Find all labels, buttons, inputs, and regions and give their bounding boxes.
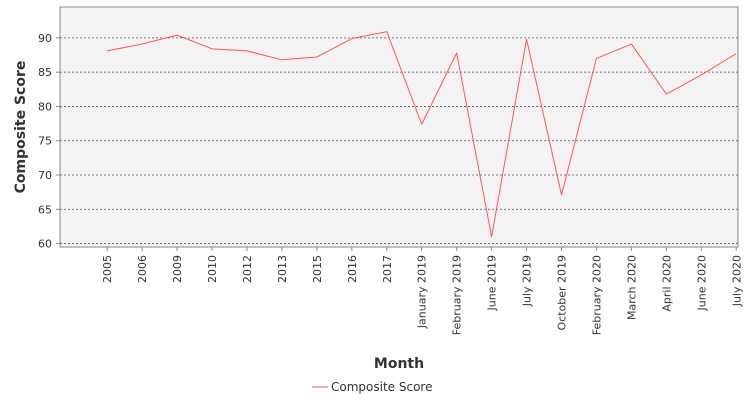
data-point xyxy=(629,42,633,46)
data-point xyxy=(280,58,284,62)
x-tick-label: February 2019 xyxy=(451,255,464,335)
data-point xyxy=(455,51,459,55)
data-point xyxy=(734,52,738,56)
data-point xyxy=(699,73,703,77)
data-point xyxy=(525,37,529,41)
data-point xyxy=(560,193,564,197)
legend-label-composite-score: Composite Score xyxy=(331,380,432,394)
data-point xyxy=(140,42,144,46)
data-point xyxy=(594,56,598,60)
x-axis: 2005 2006 2009 2010 2012 2013 2015 2016 2017 Janu… xyxy=(101,247,743,335)
x-tick-label: July 2020 xyxy=(730,255,743,307)
x-tick-label: 2016 xyxy=(346,255,359,283)
data-point xyxy=(664,92,668,96)
legend: Composite Score xyxy=(312,380,432,394)
data-point xyxy=(105,49,109,53)
x-tick-label: 2017 xyxy=(381,255,394,283)
x-tick-label: January 2019 xyxy=(416,255,429,329)
x-tick-label: 2005 xyxy=(101,255,114,283)
x-tick-label: March 2020 xyxy=(625,255,638,320)
x-tick-label: June 2020 xyxy=(695,255,708,311)
y-tick-label-85: 85 xyxy=(38,66,52,79)
data-point xyxy=(245,49,249,53)
x-tick-label: June 2019 xyxy=(486,255,499,311)
x-tick-label: April 2020 xyxy=(660,255,673,312)
x-tick-label: 2015 xyxy=(311,255,324,283)
data-point xyxy=(210,47,214,51)
x-tick-label: 2012 xyxy=(241,255,254,283)
x-tick-label: 2013 xyxy=(276,255,289,283)
x-tick-label: July 2019 xyxy=(521,255,534,307)
series-line-composite-score xyxy=(107,31,737,238)
y-tick-label-90: 90 xyxy=(38,32,52,45)
y-tick-label-80: 80 xyxy=(38,100,52,113)
y-axis-title: Composite Score xyxy=(13,61,29,194)
y-tick-label-75: 75 xyxy=(38,135,52,148)
x-axis-title: Month xyxy=(374,356,424,372)
x-tick-label: 2010 xyxy=(206,255,219,283)
gridlines xyxy=(60,37,738,244)
series-layer xyxy=(105,30,738,239)
data-point xyxy=(315,55,319,59)
y-axis: 60 65 70 75 80 85 90 xyxy=(38,32,60,251)
y-tick-label-65: 65 xyxy=(38,203,52,216)
x-tick-label: 2006 xyxy=(136,255,149,283)
plot-background xyxy=(59,6,739,248)
data-point xyxy=(490,235,494,239)
x-tick-label: October 2019 xyxy=(556,255,569,331)
data-point xyxy=(385,30,389,34)
data-point xyxy=(350,37,354,41)
y-tick-label-70: 70 xyxy=(38,169,52,182)
y-tick-label-60: 60 xyxy=(38,238,52,251)
data-point xyxy=(175,33,179,37)
x-tick-label: 2009 xyxy=(171,255,184,283)
x-tick-label: February 2020 xyxy=(590,255,603,335)
data-point xyxy=(420,122,424,126)
